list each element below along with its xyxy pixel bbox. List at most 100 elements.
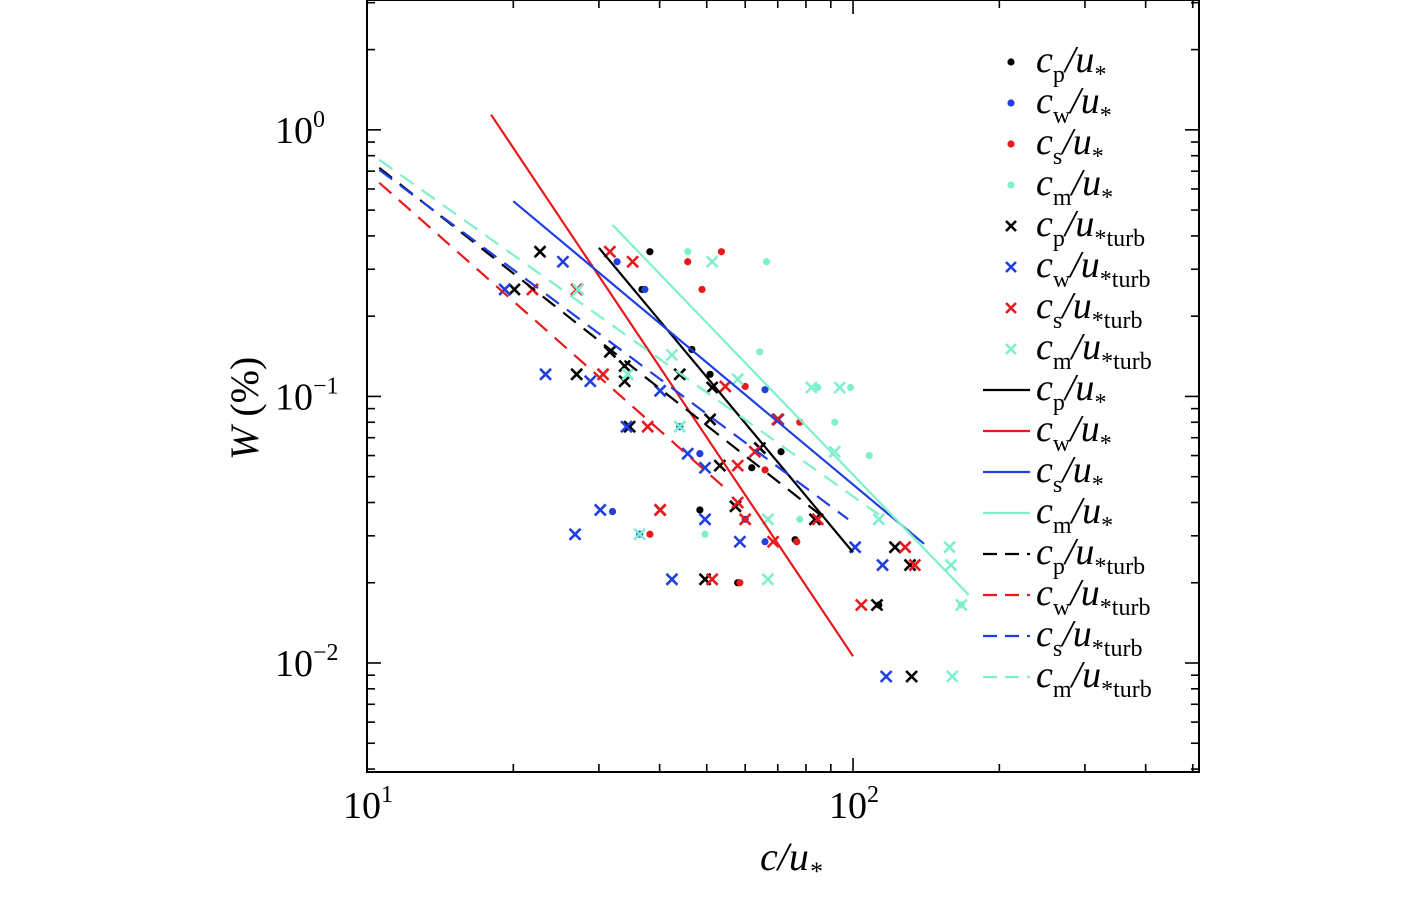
data-point-dot — [761, 386, 769, 394]
legend-label: cp/u*turb — [1036, 531, 1145, 580]
legend-entry: cw/u*turb — [983, 572, 1150, 621]
data-point-x — [804, 381, 818, 394]
data-point-x — [705, 381, 719, 394]
legend-label: cm/u* — [1036, 162, 1113, 211]
data-point-x — [944, 558, 958, 572]
data-point-x — [943, 540, 957, 554]
scatter-series-0 — [638, 248, 883, 609]
x-tick-label: 101 — [343, 782, 393, 827]
scatter-series-6 — [526, 245, 922, 612]
legend-entry: cw/u*turb — [1005, 244, 1150, 293]
data-point-dot — [698, 285, 706, 294]
data-point-x — [507, 283, 521, 296]
data-point-dot — [763, 258, 771, 266]
data-point-x — [833, 381, 847, 394]
legend-label: cs/u* — [1036, 121, 1104, 170]
data-point-dot — [608, 507, 617, 516]
legend-entry: cp/u* — [1007, 39, 1106, 88]
legend-label: cw/u* — [1036, 408, 1112, 457]
data-point-x — [876, 558, 889, 572]
legend-x-icon — [1005, 261, 1017, 273]
legend-label: cw/u*turb — [1036, 244, 1150, 293]
data-point-x — [665, 572, 679, 586]
data-point-x — [698, 461, 712, 475]
data-point-x — [808, 512, 822, 526]
data-point-x — [641, 420, 655, 434]
data-point-dot — [646, 248, 654, 256]
data-point-x — [698, 512, 712, 526]
data-point-x — [673, 420, 687, 434]
legend-label: cm/u*turb — [1036, 654, 1152, 703]
legend-entry: cs/u*turb — [983, 613, 1142, 662]
data-point-x — [665, 348, 679, 362]
data-point-x — [705, 255, 719, 269]
legend-entry: cw/u* — [1007, 80, 1112, 129]
legend-label: cs/u*turb — [1036, 285, 1142, 334]
data-point-x — [603, 345, 617, 359]
scatter-series-7 — [571, 255, 968, 683]
legend-dot-icon — [1007, 140, 1015, 148]
data-point-dot — [646, 530, 654, 538]
fit-line-0 — [598, 247, 854, 554]
data-point-x — [954, 598, 968, 612]
legend-x-icon — [1005, 220, 1017, 232]
legend-entry: cs/u* — [983, 449, 1104, 498]
data-point-dot — [761, 538, 769, 546]
data-point-dot — [793, 538, 801, 546]
data-point-x — [731, 372, 745, 386]
data-point-x — [498, 283, 512, 296]
data-point-x — [623, 420, 637, 434]
legend-label: cp/u*turb — [1036, 203, 1145, 252]
legend-entry: cp/u*turb — [983, 531, 1145, 580]
data-point-dot — [846, 383, 855, 392]
data-point-dot — [796, 515, 804, 523]
data-point-dot — [756, 348, 764, 356]
data-point-x — [828, 445, 842, 459]
legend-label: cw/u*turb — [1036, 572, 1150, 621]
fit-line-2 — [512, 200, 925, 545]
data-point-x — [533, 245, 547, 259]
data-point-dot — [761, 466, 769, 474]
data-point-dot — [613, 258, 621, 266]
data-point-x — [738, 512, 752, 526]
data-point-x — [571, 283, 585, 296]
plot-marks — [378, 114, 970, 683]
legend: cp/u*cw/u*cs/u*cm/u*cp/u*turbcw/u*turbcs… — [983, 39, 1152, 703]
data-point-x — [593, 503, 607, 517]
data-point-x — [748, 445, 762, 459]
legend-label: cs/u*turb — [1036, 613, 1142, 662]
legend-entry: cm/u* — [983, 490, 1113, 539]
data-point-dot — [777, 448, 785, 456]
legend-entry: cs/u*turb — [1005, 285, 1142, 334]
legend-entry: cm/u*turb — [1005, 326, 1152, 375]
data-point-dot — [736, 579, 744, 587]
data-point-x — [872, 512, 886, 526]
data-point-x — [718, 380, 732, 393]
y-axis-label: W (%) — [222, 357, 267, 460]
legend-label: cp/u* — [1036, 39, 1106, 88]
legend-entry: cp/u* — [983, 367, 1106, 416]
x-tick-label: 102 — [829, 782, 879, 827]
fit-line-6 — [378, 168, 849, 521]
legend-dot-icon — [1007, 181, 1015, 189]
data-point-dot — [741, 382, 749, 391]
fit-line-3 — [611, 224, 970, 596]
legend-entry: cp/u*turb — [1005, 203, 1145, 252]
data-point-x — [903, 558, 917, 572]
data-point-dot — [706, 370, 714, 378]
data-point-dot — [717, 248, 726, 256]
legend-label: cm/u*turb — [1036, 326, 1152, 375]
data-point-x — [626, 255, 640, 269]
data-point-x — [633, 527, 647, 541]
plot-frame — [366, 0, 1200, 773]
legend-label: cs/u* — [1036, 449, 1104, 498]
axis-ticks: 101 102 100 10−1 10−2 — [275, 0, 1199, 827]
scatter-series-5 — [498, 255, 893, 683]
scatter-series-2 — [646, 248, 804, 587]
fit-line-1 — [490, 114, 854, 657]
data-point-x — [731, 496, 745, 509]
data-point-x — [898, 540, 912, 554]
data-point-x — [556, 255, 570, 269]
data-point-x — [703, 412, 717, 426]
